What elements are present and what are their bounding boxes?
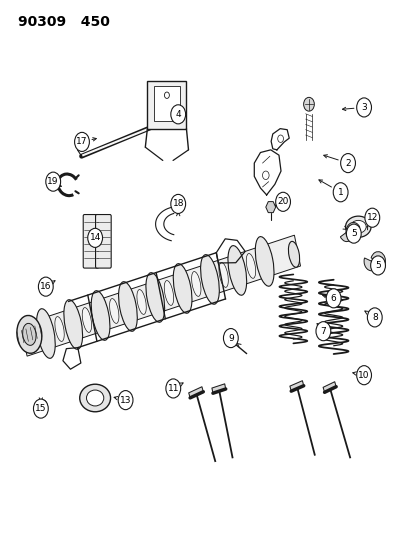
Circle shape <box>315 321 330 341</box>
Circle shape <box>340 154 355 173</box>
Ellipse shape <box>288 241 299 267</box>
Text: 20: 20 <box>277 197 288 206</box>
Circle shape <box>277 135 283 142</box>
Ellipse shape <box>109 298 119 324</box>
Text: 4: 4 <box>175 110 180 119</box>
Text: 15: 15 <box>35 404 47 413</box>
Circle shape <box>262 171 268 180</box>
Text: 3: 3 <box>360 103 366 112</box>
Ellipse shape <box>91 290 110 340</box>
Circle shape <box>364 208 379 227</box>
Ellipse shape <box>23 324 36 345</box>
Ellipse shape <box>86 390 104 406</box>
Wedge shape <box>363 258 377 271</box>
Circle shape <box>366 308 381 327</box>
Circle shape <box>164 92 169 99</box>
Circle shape <box>223 328 237 348</box>
Text: 5: 5 <box>350 229 356 238</box>
Text: 8: 8 <box>371 313 377 322</box>
Text: 17: 17 <box>76 138 88 147</box>
Text: 9: 9 <box>228 334 233 343</box>
Circle shape <box>325 289 340 308</box>
Ellipse shape <box>230 339 237 344</box>
Ellipse shape <box>39 402 44 407</box>
Wedge shape <box>339 227 354 241</box>
Text: 90309   450: 90309 450 <box>18 14 109 29</box>
Ellipse shape <box>118 281 137 332</box>
Circle shape <box>171 105 185 124</box>
Circle shape <box>118 391 133 410</box>
Circle shape <box>74 132 89 151</box>
Text: 19: 19 <box>47 177 59 186</box>
Polygon shape <box>323 382 335 392</box>
Ellipse shape <box>173 264 192 313</box>
Wedge shape <box>345 222 359 237</box>
Polygon shape <box>289 381 303 391</box>
Circle shape <box>88 228 102 247</box>
Ellipse shape <box>246 254 255 278</box>
FancyBboxPatch shape <box>83 215 99 268</box>
Ellipse shape <box>350 220 365 233</box>
Circle shape <box>171 195 185 214</box>
Circle shape <box>33 399 48 418</box>
Ellipse shape <box>145 273 164 322</box>
Polygon shape <box>188 387 203 398</box>
Ellipse shape <box>137 289 146 314</box>
Text: 10: 10 <box>358 370 369 379</box>
Bar <box>147 81 186 128</box>
Text: 18: 18 <box>172 199 183 208</box>
Circle shape <box>332 183 347 202</box>
Circle shape <box>356 366 370 385</box>
Polygon shape <box>265 201 275 213</box>
Ellipse shape <box>36 400 47 409</box>
Text: 6: 6 <box>330 294 336 303</box>
Ellipse shape <box>218 263 228 287</box>
Ellipse shape <box>36 309 55 358</box>
Text: 11: 11 <box>167 384 178 393</box>
Text: 5: 5 <box>374 261 380 270</box>
Ellipse shape <box>255 237 273 286</box>
Ellipse shape <box>191 271 200 296</box>
Text: 7: 7 <box>320 327 325 336</box>
Ellipse shape <box>64 300 82 349</box>
Circle shape <box>46 172 60 191</box>
Bar <box>153 86 180 120</box>
Text: 14: 14 <box>89 233 101 243</box>
Circle shape <box>370 256 385 275</box>
Ellipse shape <box>228 246 246 295</box>
Ellipse shape <box>55 317 64 342</box>
Text: 16: 16 <box>40 282 52 291</box>
Ellipse shape <box>200 255 219 304</box>
Ellipse shape <box>164 280 173 305</box>
Circle shape <box>303 98 313 111</box>
Polygon shape <box>21 235 300 356</box>
Circle shape <box>166 379 180 398</box>
Circle shape <box>275 192 290 212</box>
Text: 1: 1 <box>337 188 343 197</box>
Ellipse shape <box>345 216 370 237</box>
Text: 2: 2 <box>344 159 350 167</box>
Text: 12: 12 <box>366 213 377 222</box>
Ellipse shape <box>17 316 42 353</box>
Ellipse shape <box>80 384 110 412</box>
Circle shape <box>346 224 360 243</box>
Circle shape <box>38 277 53 296</box>
FancyBboxPatch shape <box>95 215 111 268</box>
Circle shape <box>356 98 370 117</box>
Wedge shape <box>370 252 385 264</box>
Ellipse shape <box>82 308 91 333</box>
Text: 13: 13 <box>119 395 131 405</box>
Polygon shape <box>211 384 225 393</box>
